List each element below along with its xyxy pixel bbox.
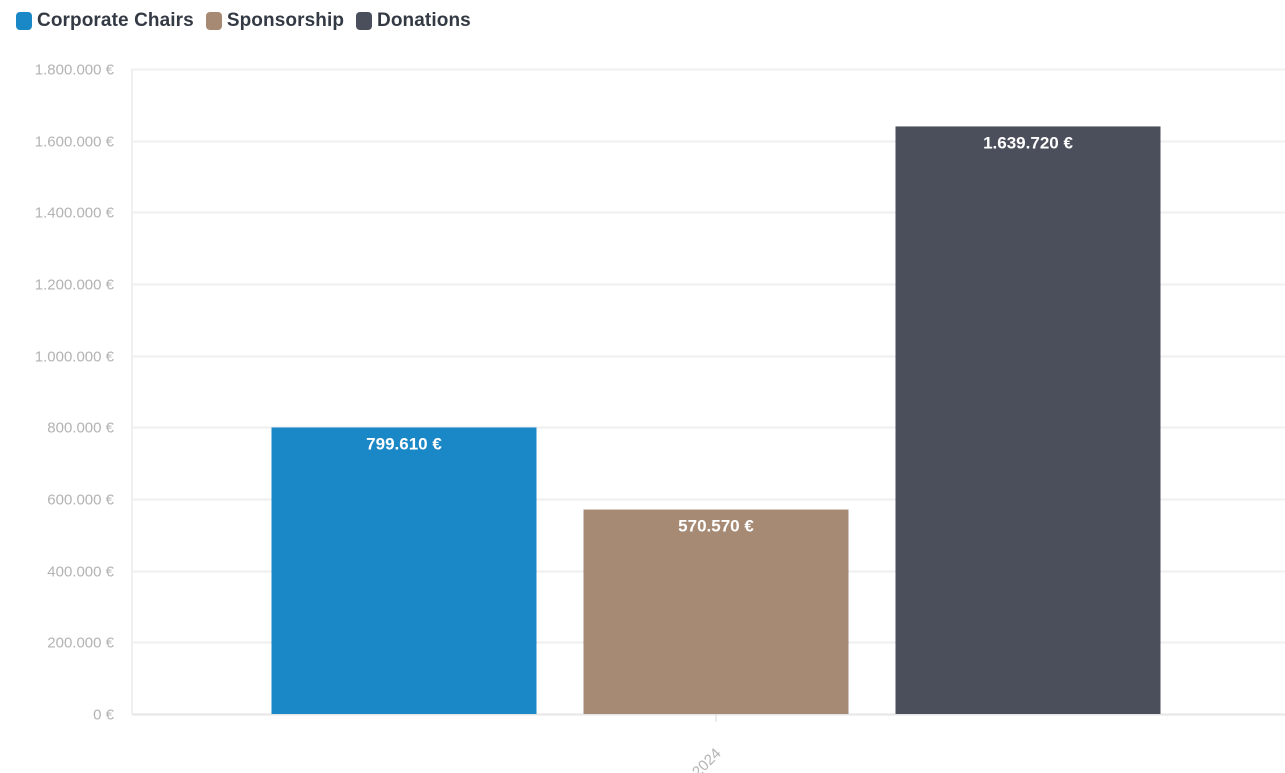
y-tick-label: 1.800.000 € — [35, 62, 115, 79]
y-tick-label: 1.200.000 € — [35, 277, 115, 294]
data-label-corporate-chairs: 799.610 € — [366, 434, 442, 453]
legend-item-sponsorship[interactable]: Sponsorship — [205, 10, 345, 32]
y-tick-label: 0 € — [93, 707, 115, 724]
legend-swatch-icon — [205, 12, 222, 30]
bar-sponsorship — [583, 509, 849, 714]
y-tick-label: 600.000 € — [47, 492, 114, 509]
legend-swatch-icon — [16, 12, 32, 30]
data-label-sponsorship: 570.570 € — [678, 517, 754, 536]
y-tick-label: 1.400.000 € — [35, 205, 115, 222]
legend-swatch-icon — [356, 12, 373, 30]
data-label-donations: 1.639.720 € — [983, 133, 1073, 152]
y-tick-label: 200.000 € — [47, 635, 114, 652]
y-tick-label: 800.000 € — [47, 420, 114, 437]
y-tick-label: 400.000 € — [47, 564, 114, 581]
legend-label: Corporate Chairs — [37, 10, 194, 31]
bar-donations — [895, 126, 1161, 715]
y-tick-label: 1.600.000 € — [35, 134, 115, 151]
legend-label: Donations — [377, 10, 471, 31]
x-tick-label: 2024 — [689, 745, 725, 773]
legend-item-corporate-chairs[interactable]: Corporate Chairs — [16, 10, 194, 32]
chart-legend: Corporate Chairs Sponsorship Donations — [16, 8, 471, 34]
y-tick-label: 1.000.000 € — [35, 349, 115, 366]
bar-corporate-chairs — [271, 427, 537, 714]
legend-item-donations[interactable]: Donations — [356, 10, 471, 32]
legend-label: Sponsorship — [226, 10, 345, 31]
